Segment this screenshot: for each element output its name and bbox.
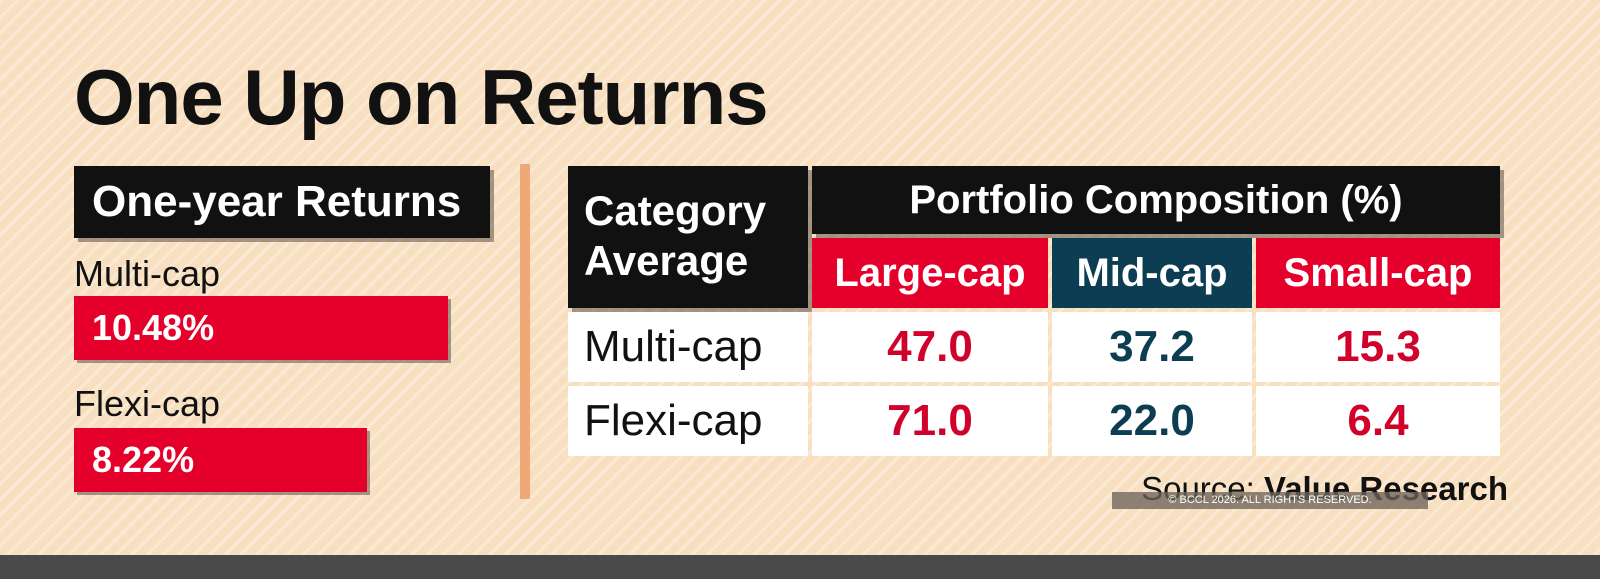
table-group-header: Portfolio Composition (%)	[812, 166, 1500, 234]
copyright-notice: © BCCL 2026. ALL RIGHTS RESERVED.	[1112, 492, 1428, 509]
row-label-flexi-cap: Flexi-cap	[568, 386, 808, 456]
returns-label-multi-cap: Multi-cap	[74, 253, 221, 294]
row-label-multi-cap: Multi-cap	[568, 312, 808, 382]
cell-multi-cap-small-cap: 15.3	[1256, 312, 1500, 382]
column-header-mid-cap: Mid-cap	[1052, 238, 1252, 308]
page-title: One Up on Returns	[74, 53, 769, 141]
cell-flexi-cap-mid-cap: 22.0	[1052, 386, 1252, 456]
table-corner-header: Category Average	[568, 166, 808, 308]
corner-label-line2: Average	[584, 237, 749, 284]
returns-bar-flexi-cap: 8.22%	[74, 428, 367, 492]
corner-label-line1: Category	[584, 187, 767, 234]
panel-divider	[520, 164, 530, 499]
returns-heading: One-year Returns	[74, 166, 490, 238]
column-header-small-cap: Small-cap	[1256, 238, 1500, 308]
returns-label-flexi-cap: Flexi-cap	[74, 383, 221, 424]
bottom-strip	[0, 555, 1600, 579]
cell-flexi-cap-large-cap: 71.0	[812, 386, 1048, 456]
returns-bar-multi-cap: 10.48%	[74, 296, 448, 360]
cell-flexi-cap-small-cap: 6.4	[1256, 386, 1500, 456]
cell-multi-cap-large-cap: 47.0	[812, 312, 1048, 382]
column-header-large-cap: Large-cap	[812, 238, 1048, 308]
returns-value-flexi-cap: 8.22%	[92, 439, 195, 480]
returns-value-multi-cap: 10.48%	[92, 307, 215, 348]
cell-multi-cap-mid-cap: 37.2	[1052, 312, 1252, 382]
